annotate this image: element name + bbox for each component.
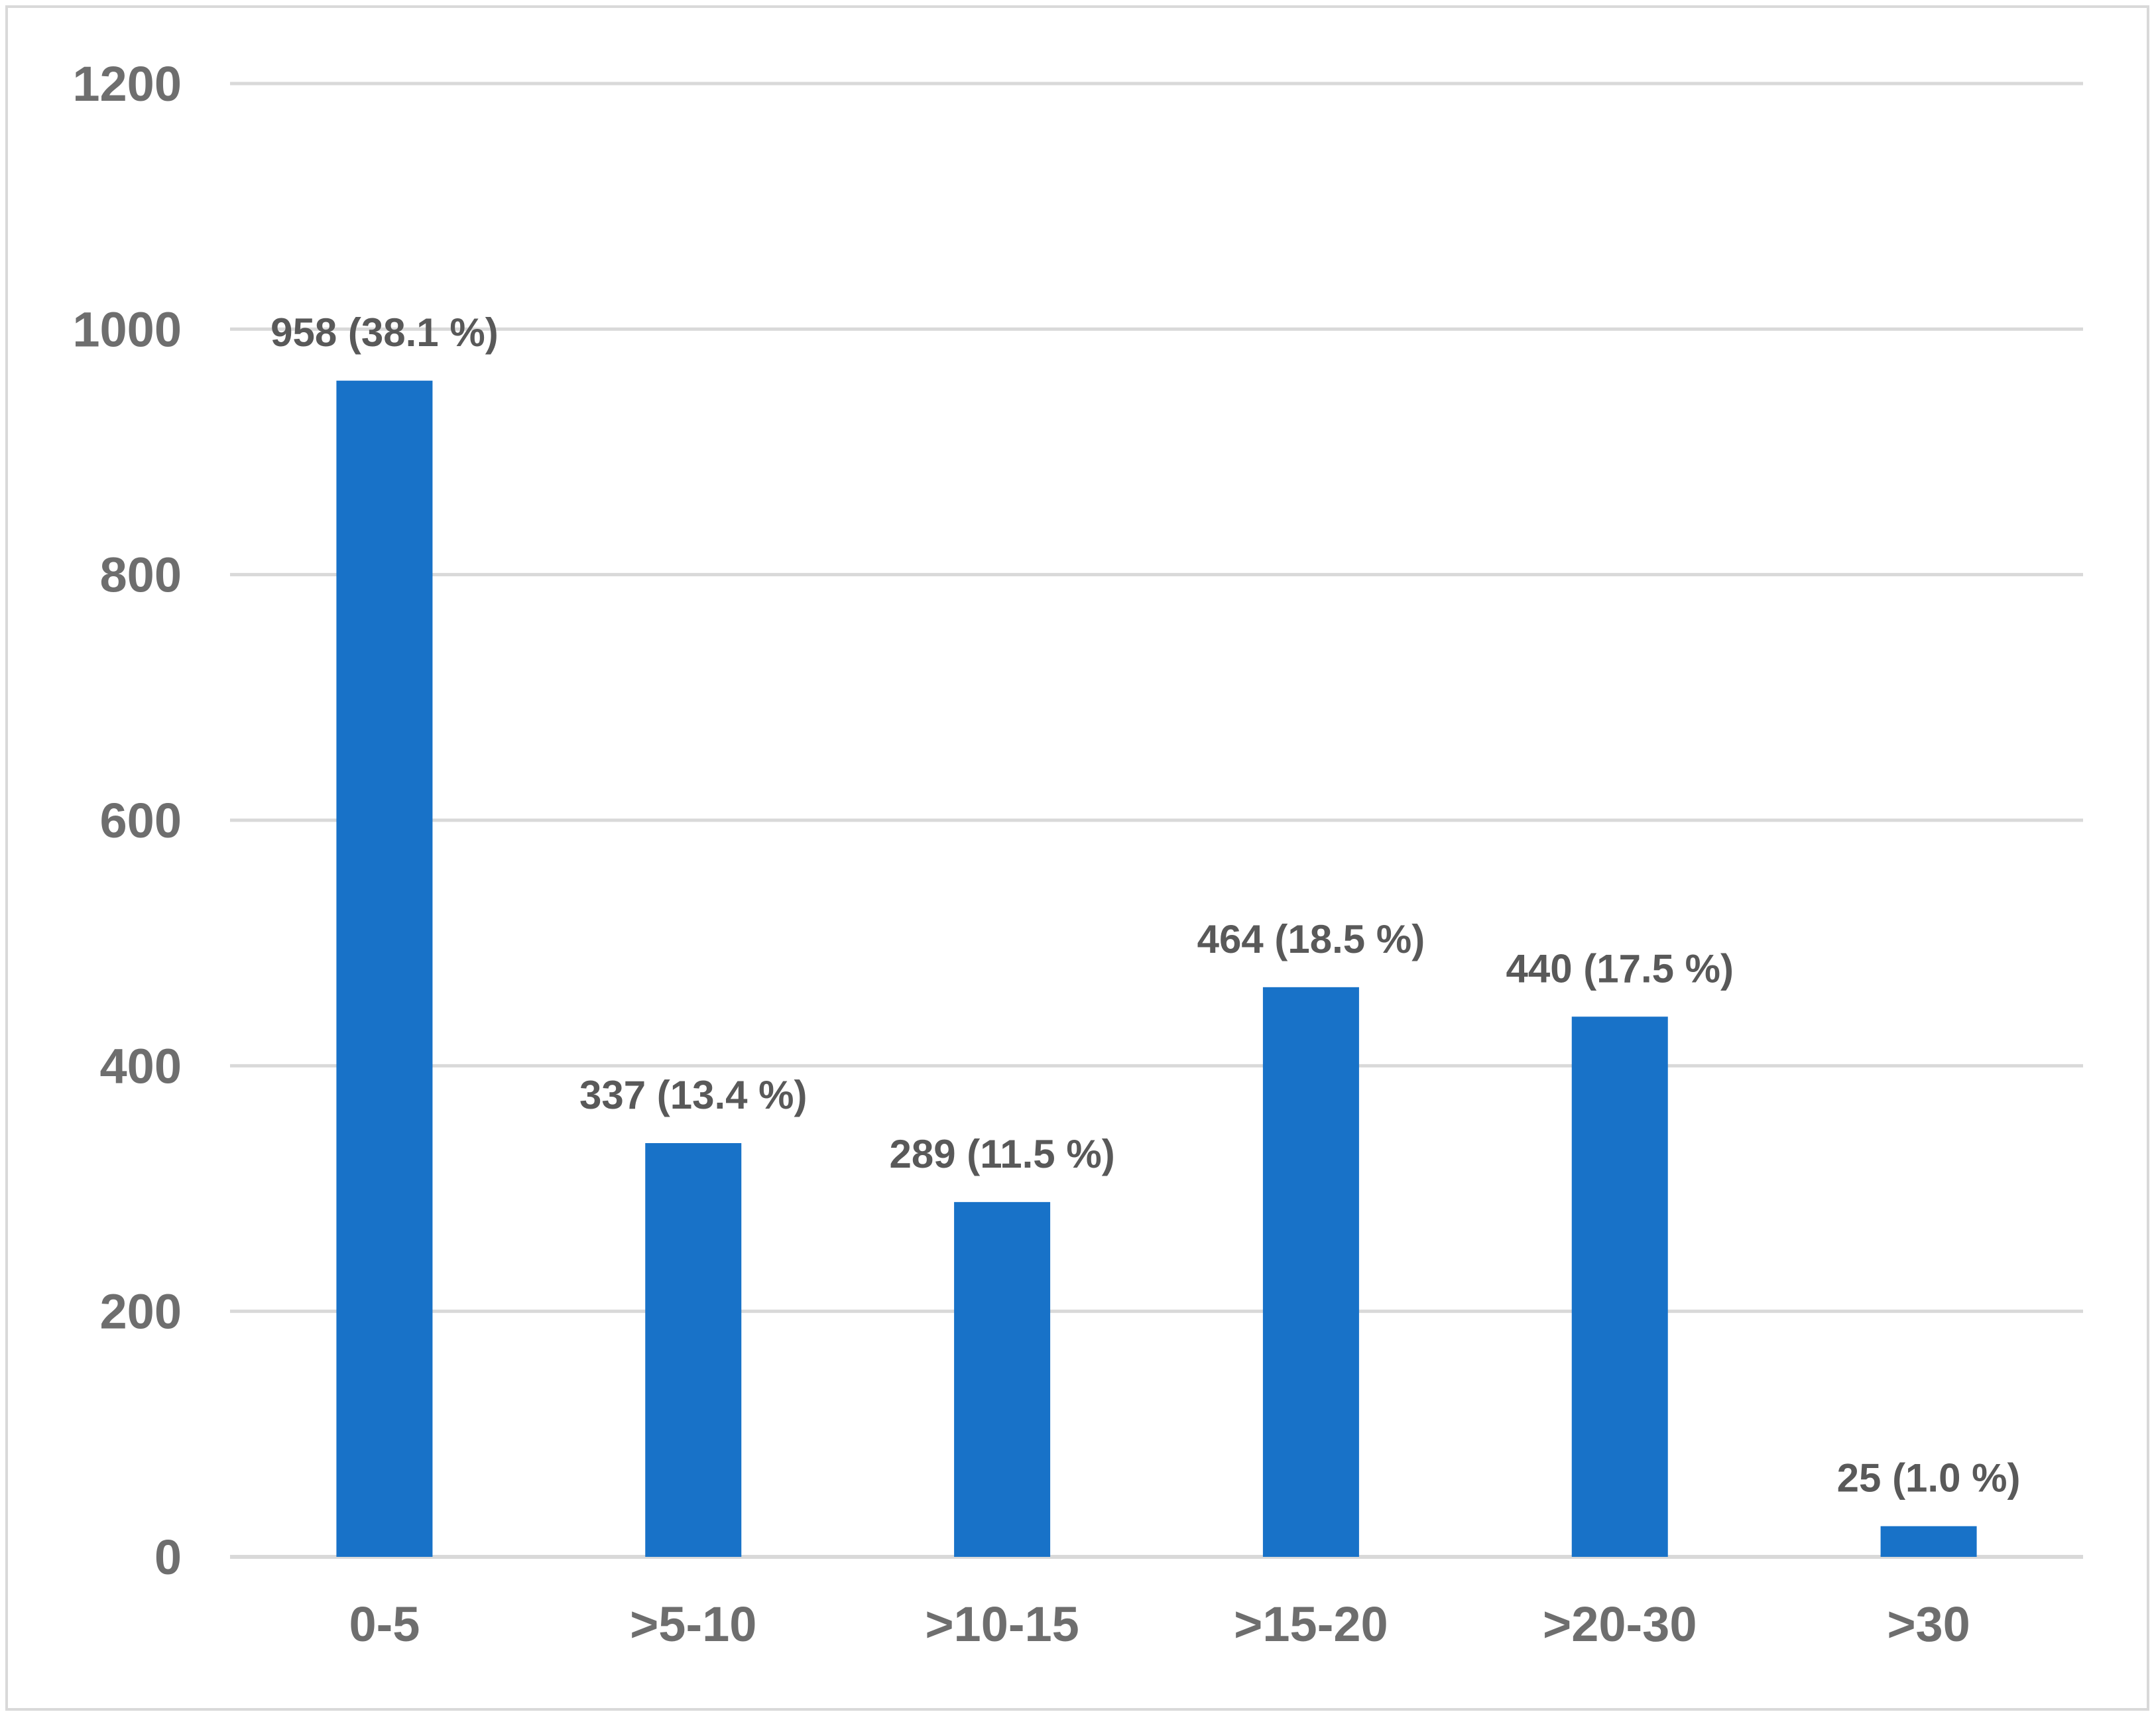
- y-tick-label: 800: [100, 548, 182, 603]
- x-category-label: >10-15: [925, 1597, 1079, 1652]
- chart-frame: 0 200 400 600 800 1000 1200 958 (38.1 %) 337 (1…: [5, 5, 2149, 1711]
- gridlines: [230, 82, 2083, 1559]
- bar: [1571, 1016, 1668, 1557]
- x-category-label: >5-10: [630, 1597, 756, 1652]
- x-category-label: >15-20: [1234, 1597, 1388, 1652]
- bar-data-label: 25 (1.0 %): [1837, 1456, 2021, 1501]
- bars: [336, 381, 1977, 1558]
- bar: [336, 381, 433, 1558]
- bar-data-label: 289 (11.5 %): [889, 1132, 1114, 1176]
- bar-data-label: 337 (13.4 %): [579, 1073, 808, 1117]
- bar-data-label: 958 (38.1 %): [270, 310, 499, 355]
- y-tick-label: 1200: [72, 56, 182, 111]
- bar: [1262, 987, 1359, 1557]
- y-tick-label: 1000: [72, 302, 182, 357]
- bar: [1880, 1526, 1977, 1557]
- y-tick-label: 400: [100, 1038, 182, 1093]
- bar-data-label: 464 (18.5 %): [1197, 917, 1425, 961]
- y-tick-label: 600: [100, 793, 182, 848]
- bar: [645, 1142, 742, 1557]
- bar: [954, 1201, 1051, 1557]
- data-labels: 958 (38.1 %) 337 (13.4 %) 289 (11.5 %) 464 …: [270, 310, 2020, 1501]
- x-category-label: >30: [1887, 1597, 1970, 1652]
- x-category-label: 0-5: [349, 1597, 420, 1652]
- x-category-label: >20-30: [1543, 1597, 1697, 1652]
- bar-data-label: 440 (17.5 %): [1506, 946, 1734, 991]
- bar-chart: 0 200 400 600 800 1000 1200 958 (38.1 %) 337 (1…: [72, 56, 2083, 1652]
- x-axis-categories: 0-5 >5-10 >10-15 >15-20 >20-30 >30: [349, 1597, 1970, 1652]
- y-tick-label: 200: [100, 1284, 182, 1339]
- y-tick-label: 0: [154, 1530, 182, 1585]
- y-axis-ticks: 0 200 400 600 800 1000 1200: [72, 56, 182, 1585]
